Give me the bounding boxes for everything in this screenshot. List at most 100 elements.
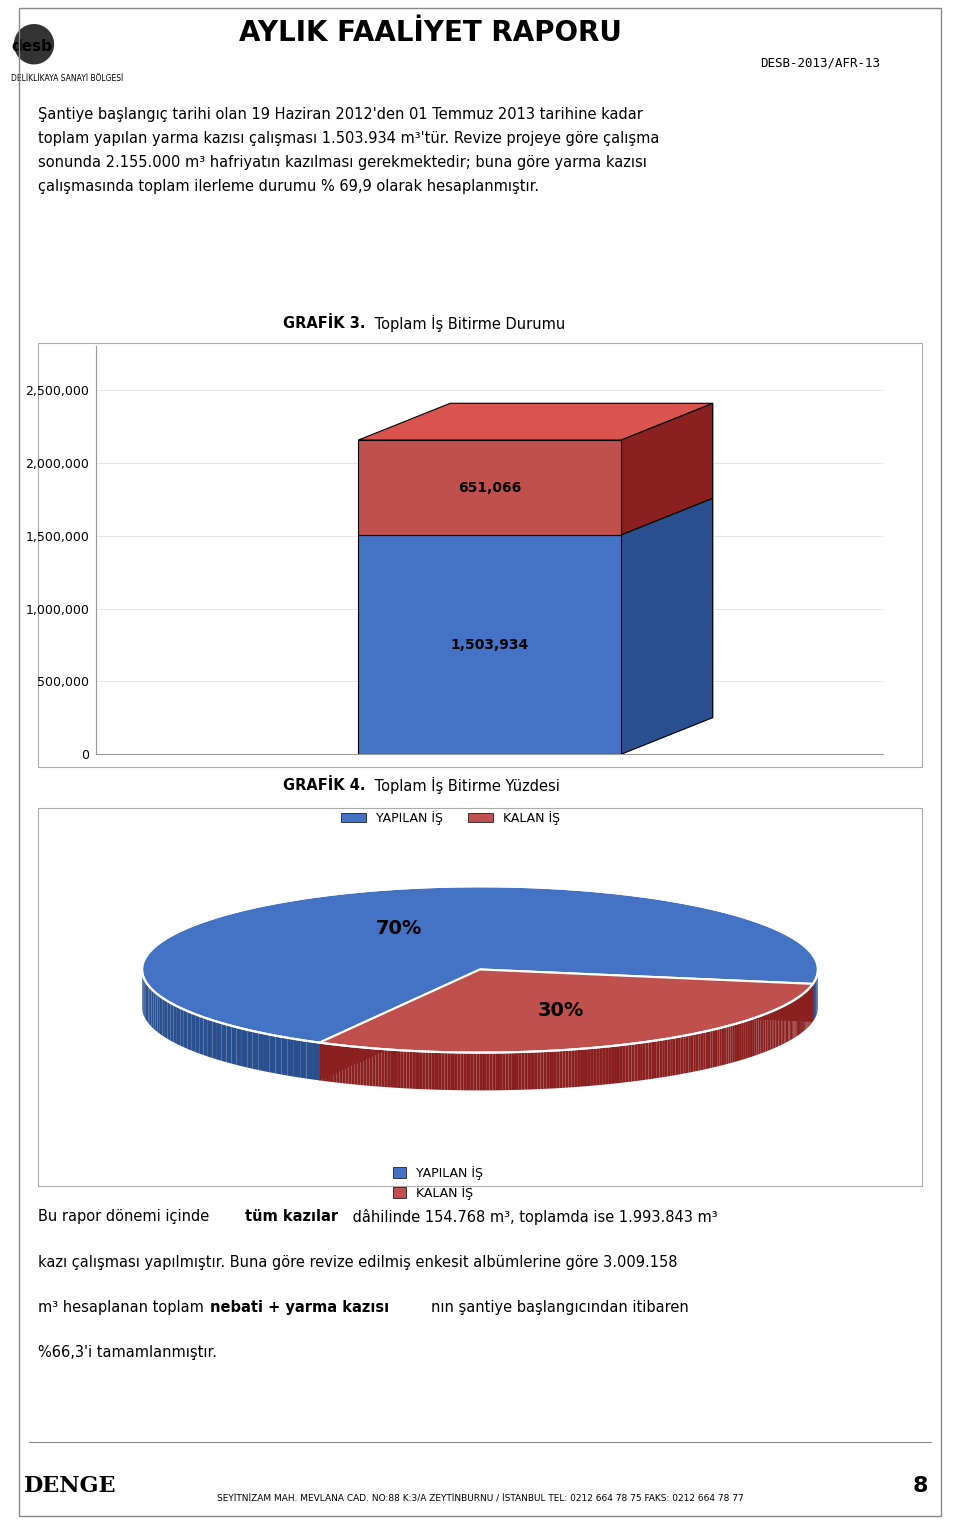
Polygon shape bbox=[490, 1053, 492, 1090]
Polygon shape bbox=[565, 1050, 568, 1088]
Polygon shape bbox=[470, 1053, 473, 1090]
Polygon shape bbox=[688, 1035, 691, 1073]
Polygon shape bbox=[741, 1021, 743, 1061]
Polygon shape bbox=[590, 1049, 593, 1087]
Polygon shape bbox=[596, 1047, 599, 1085]
Polygon shape bbox=[521, 1052, 524, 1090]
Polygon shape bbox=[735, 1024, 737, 1062]
Text: GRAFİK 4.: GRAFİK 4. bbox=[282, 779, 365, 792]
Polygon shape bbox=[779, 1007, 780, 1047]
Text: DELİKLİKAYA SANAYİ BÖLGESİ: DELİKLİKAYA SANAYİ BÖLGESİ bbox=[11, 75, 123, 84]
Polygon shape bbox=[360, 1047, 364, 1085]
Polygon shape bbox=[320, 969, 480, 1081]
Polygon shape bbox=[177, 1006, 180, 1045]
Polygon shape bbox=[149, 986, 150, 1026]
Polygon shape bbox=[553, 1050, 556, 1088]
Polygon shape bbox=[568, 1050, 572, 1088]
Polygon shape bbox=[651, 1041, 654, 1079]
Polygon shape bbox=[612, 1045, 614, 1084]
Polygon shape bbox=[162, 998, 165, 1038]
Polygon shape bbox=[483, 1053, 486, 1090]
Polygon shape bbox=[320, 969, 480, 1081]
Polygon shape bbox=[621, 498, 712, 754]
Polygon shape bbox=[648, 1041, 651, 1079]
Text: Toplam İş Bitirme Durumu: Toplam İş Bitirme Durumu bbox=[370, 315, 564, 332]
Polygon shape bbox=[154, 991, 156, 1030]
Polygon shape bbox=[563, 1050, 565, 1088]
Text: 651,066: 651,066 bbox=[458, 480, 521, 494]
Polygon shape bbox=[147, 983, 149, 1023]
Polygon shape bbox=[632, 1044, 635, 1082]
Polygon shape bbox=[364, 1047, 367, 1085]
Polygon shape bbox=[617, 1045, 620, 1084]
Polygon shape bbox=[731, 1024, 732, 1064]
Polygon shape bbox=[156, 992, 157, 1032]
Text: tüm kazılar: tüm kazılar bbox=[245, 1210, 338, 1224]
Polygon shape bbox=[599, 1047, 602, 1085]
Polygon shape bbox=[605, 1047, 608, 1085]
Polygon shape bbox=[772, 1010, 774, 1049]
Polygon shape bbox=[492, 1053, 495, 1090]
Polygon shape bbox=[391, 1050, 394, 1088]
Polygon shape bbox=[403, 1050, 406, 1088]
Polygon shape bbox=[518, 1052, 521, 1090]
Polygon shape bbox=[760, 1015, 762, 1053]
Polygon shape bbox=[337, 1045, 340, 1084]
Polygon shape bbox=[464, 1053, 467, 1090]
Polygon shape bbox=[505, 1052, 509, 1090]
Polygon shape bbox=[358, 404, 712, 440]
Polygon shape bbox=[747, 1020, 749, 1058]
Polygon shape bbox=[614, 1045, 617, 1084]
Text: ●: ● bbox=[10, 17, 56, 69]
Polygon shape bbox=[323, 1042, 325, 1081]
Polygon shape bbox=[774, 1010, 776, 1049]
Polygon shape bbox=[372, 1049, 375, 1087]
Polygon shape bbox=[665, 1039, 667, 1077]
Polygon shape bbox=[187, 1010, 191, 1050]
Polygon shape bbox=[795, 1000, 796, 1038]
Polygon shape bbox=[165, 1000, 168, 1039]
Text: 30%: 30% bbox=[538, 1001, 584, 1020]
Polygon shape bbox=[515, 1052, 518, 1090]
Polygon shape bbox=[397, 1050, 400, 1088]
Polygon shape bbox=[776, 1009, 777, 1047]
Polygon shape bbox=[813, 981, 814, 1021]
Polygon shape bbox=[217, 1021, 222, 1061]
Polygon shape bbox=[547, 1052, 550, 1088]
Polygon shape bbox=[447, 1052, 451, 1090]
Polygon shape bbox=[168, 1001, 171, 1041]
Polygon shape bbox=[621, 404, 712, 535]
Polygon shape bbox=[152, 989, 154, 1029]
Polygon shape bbox=[200, 1015, 204, 1055]
Polygon shape bbox=[670, 1038, 673, 1076]
Polygon shape bbox=[191, 1012, 195, 1052]
Polygon shape bbox=[502, 1053, 505, 1090]
Polygon shape bbox=[780, 1007, 781, 1045]
Text: %66,3'i tamamlanmıştır.: %66,3'i tamamlanmıştır. bbox=[38, 1346, 217, 1359]
Polygon shape bbox=[572, 1049, 575, 1087]
Polygon shape bbox=[320, 969, 813, 1053]
Text: 1,503,934: 1,503,934 bbox=[450, 637, 529, 652]
Polygon shape bbox=[560, 1050, 563, 1088]
Polygon shape bbox=[264, 1033, 270, 1073]
Polygon shape bbox=[764, 1013, 765, 1053]
Polygon shape bbox=[207, 1018, 212, 1058]
Polygon shape bbox=[710, 1030, 712, 1068]
Polygon shape bbox=[538, 1052, 540, 1090]
Polygon shape bbox=[357, 1047, 360, 1085]
Polygon shape bbox=[476, 1053, 480, 1090]
Polygon shape bbox=[171, 1003, 174, 1042]
Polygon shape bbox=[620, 1045, 623, 1084]
Polygon shape bbox=[222, 1023, 227, 1062]
Polygon shape bbox=[755, 1017, 756, 1056]
Polygon shape bbox=[394, 1050, 397, 1088]
Polygon shape bbox=[480, 1053, 483, 1090]
Polygon shape bbox=[712, 1029, 715, 1067]
Polygon shape bbox=[442, 1052, 444, 1090]
Polygon shape bbox=[788, 1003, 790, 1041]
Polygon shape bbox=[248, 1030, 252, 1068]
Polygon shape bbox=[150, 988, 152, 1027]
Polygon shape bbox=[420, 1052, 422, 1090]
Polygon shape bbox=[300, 1039, 306, 1079]
Polygon shape bbox=[681, 1036, 684, 1074]
